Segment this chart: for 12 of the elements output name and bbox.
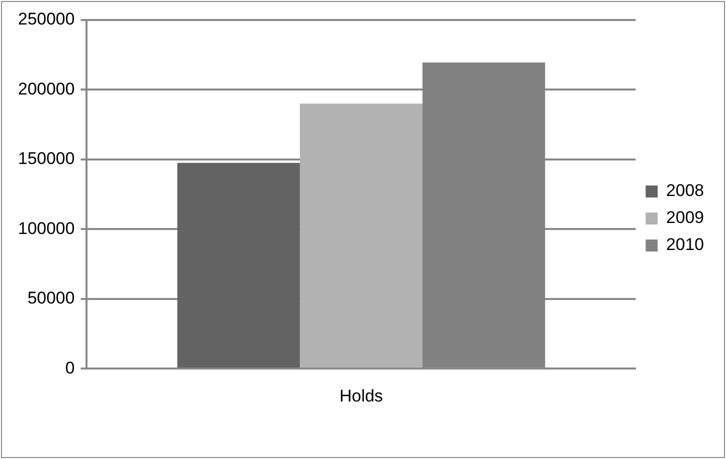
y-tick-label: 200000 [18, 79, 75, 98]
legend-label: 2008 [666, 181, 704, 200]
y-tick-label: 150000 [18, 149, 75, 168]
legend-label: 2009 [666, 208, 704, 228]
bar [300, 104, 423, 368]
bar [177, 162, 300, 368]
y-tick-label: 100000 [18, 218, 75, 238]
y-tick-label: 50000 [27, 288, 75, 308]
y-tick-label: 0 [65, 358, 75, 378]
x-tick-label: Holds [339, 386, 383, 406]
y-tick-label: 250000 [18, 10, 75, 29]
legend-label: 2010 [666, 235, 704, 254]
